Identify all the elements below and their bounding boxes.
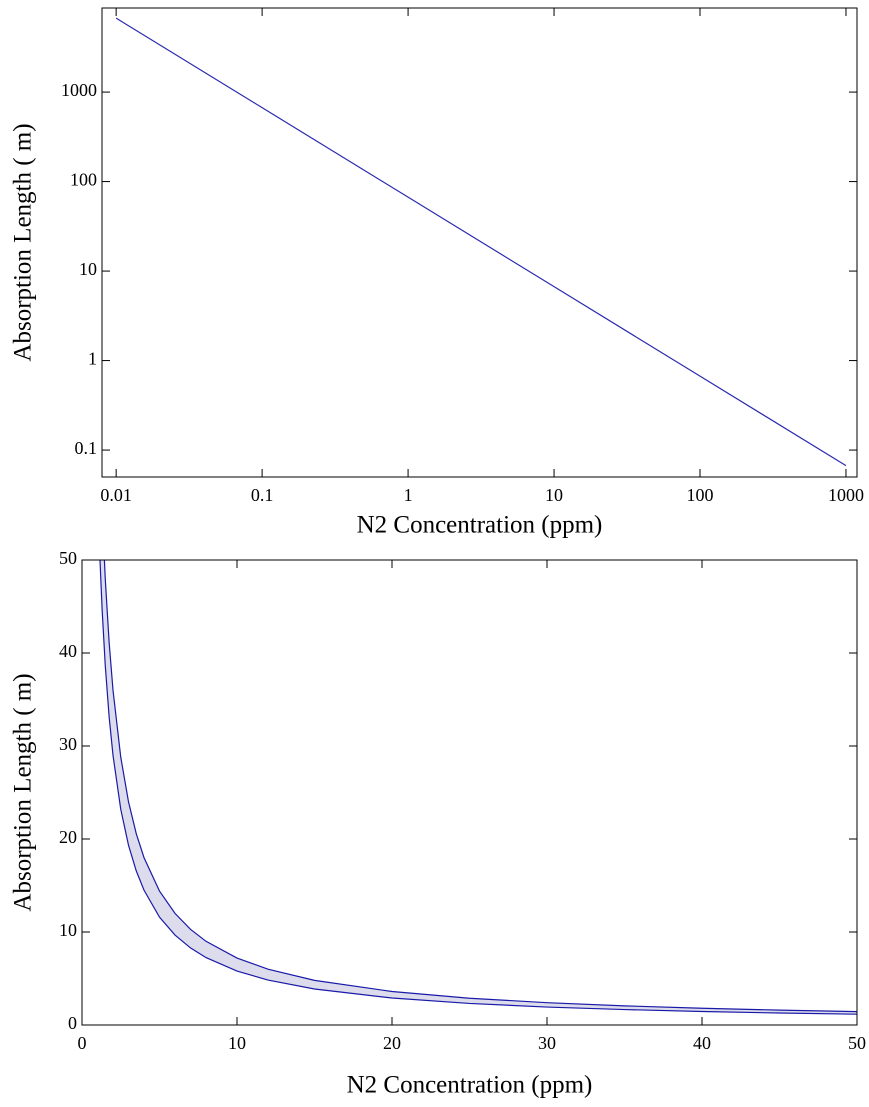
plot-frame [81, 559, 858, 1026]
y-tick-label: 40 [59, 641, 77, 661]
x-axis-title: N2 Concentration (ppm) [347, 1072, 593, 1099]
x-tick-label: 20 [383, 1033, 401, 1053]
x-tick-label: 1 [404, 485, 413, 505]
y-tick-label: 1000 [61, 80, 97, 100]
y-axis-title: Absorption Length ( m) [10, 123, 37, 361]
plot-frame [101, 7, 858, 478]
y-tick-label: 0 [68, 1013, 77, 1033]
x-tick-label: 100 [687, 485, 714, 505]
data-line [99, 560, 857, 1015]
y-tick-label: 30 [59, 734, 77, 754]
data-line [115, 17, 847, 467]
x-tick-label: 10 [545, 485, 563, 505]
x-tick-label: 40 [693, 1033, 711, 1053]
x-tick-label: 10 [228, 1033, 246, 1053]
y-tick-label: 10 [59, 920, 77, 940]
data-line [103, 560, 857, 1013]
plot-area [99, 560, 857, 1015]
y-tick-label: 1 [88, 349, 97, 369]
x-tick-label: 50 [848, 1033, 866, 1053]
y-tick-label: 20 [59, 827, 77, 847]
y-axis-title: Absorption Length ( m) [10, 673, 37, 911]
y-tick-label: 100 [70, 170, 97, 190]
plot-area [115, 17, 847, 467]
y-tick-label: 10 [79, 259, 97, 279]
y-tick-label: 0.1 [75, 438, 98, 458]
x-tick-label: 0 [78, 1033, 87, 1053]
x-tick-label: 1000 [828, 485, 864, 505]
x-tick-label: 30 [538, 1033, 556, 1053]
y-tick-label: 50 [59, 548, 77, 568]
x-axis-title: N2 Concentration (ppm) [357, 512, 603, 539]
x-tick-label: 0.01 [100, 485, 132, 505]
x-tick-label: 0.1 [251, 485, 274, 505]
